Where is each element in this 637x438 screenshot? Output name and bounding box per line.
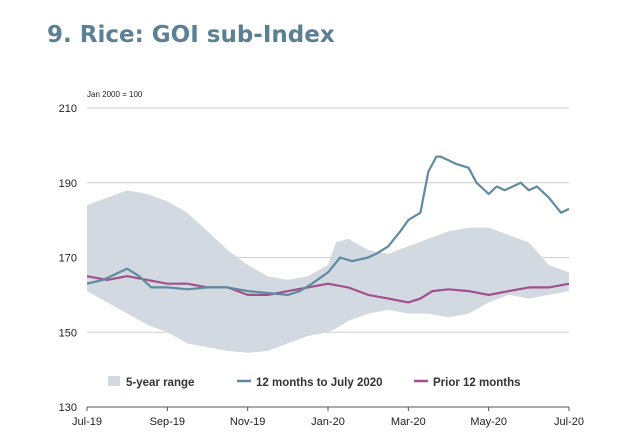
y-tick-label: 210 [59, 103, 77, 115]
x-tick-label: Jan-20 [311, 416, 345, 428]
y-tick-label: 130 [59, 402, 77, 414]
legend-label: Prior 12 months [433, 377, 521, 389]
x-tick-label: Nov-19 [230, 416, 265, 428]
legend-swatch-5-year-range [108, 376, 120, 386]
y-tick-label: 170 [59, 253, 77, 265]
legend: 5-year range 12 months to July 2020 Prior … [108, 376, 521, 389]
x-tick-label: Mar-20 [391, 416, 426, 428]
x-tick-label: May-20 [470, 416, 507, 428]
x-tick-label: Jul-19 [72, 416, 102, 428]
legend-label: 12 months to July 2020 [256, 377, 383, 389]
x-tick-label: Sep-19 [150, 416, 185, 428]
x-tick-label: Jul-20 [554, 416, 584, 428]
y-tick-label: 190 [59, 178, 77, 190]
series-line-12-months-to-july-2020 [86, 155, 570, 296]
series-layer [86, 155, 570, 304]
axes: 130 150 170 190 210 Jul-19 Sep-19 Nov-19 Jan-20 M… [59, 103, 584, 428]
y-tick-label: 150 [59, 327, 77, 339]
page-title: 9. Rice: GOI sub-Index [47, 22, 335, 48]
series-line-prior-12-months [86, 275, 570, 304]
unit-note: Jan 2000 = 100 [87, 90, 143, 99]
legend-label: 5-year range [126, 377, 194, 389]
